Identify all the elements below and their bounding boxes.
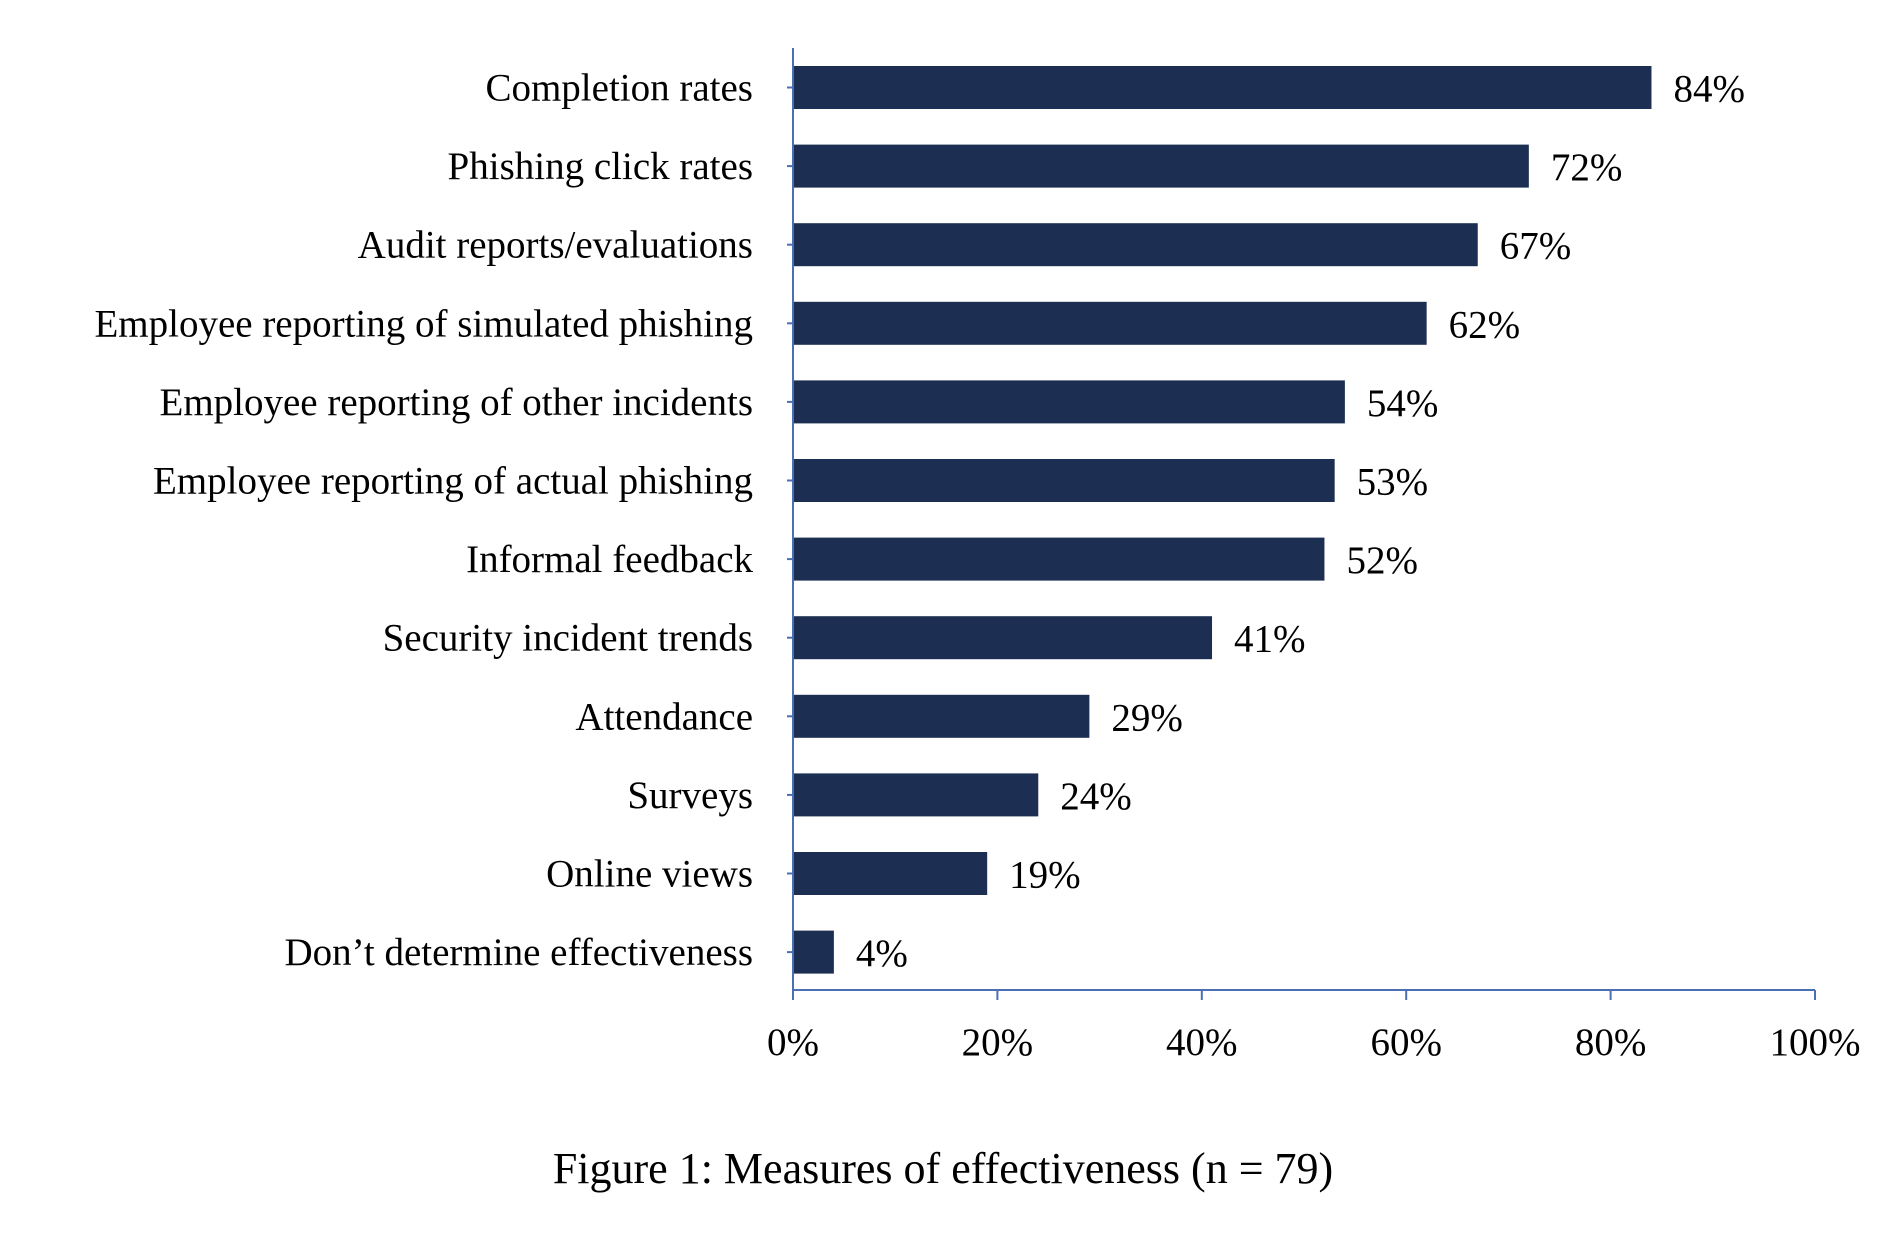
category-label: Employee reporting of other incidents bbox=[160, 381, 754, 424]
category-label: Attendance bbox=[575, 695, 753, 738]
category-label: Informal feedback bbox=[466, 538, 753, 581]
category-label: Don’t determine effectiveness bbox=[284, 931, 753, 974]
value-label: 52% bbox=[1346, 539, 1418, 582]
bars-group bbox=[793, 66, 1652, 974]
figure-caption: Figure 1: Measures of effectiveness (n =… bbox=[553, 1144, 1333, 1193]
bar-surveys bbox=[793, 773, 1039, 817]
x-tick-label: 60% bbox=[1370, 1021, 1442, 1064]
x-tick-label: 100% bbox=[1770, 1021, 1861, 1064]
x-tick-label: 20% bbox=[962, 1021, 1034, 1064]
bar-employee-reporting-of-simulated-phishing bbox=[793, 301, 1427, 345]
value-label: 29% bbox=[1111, 696, 1183, 739]
bar-security-incident-trends bbox=[793, 616, 1213, 660]
x-tick-label: 40% bbox=[1166, 1021, 1238, 1064]
bar-phishing-click-rates bbox=[793, 144, 1529, 188]
bar-attendance bbox=[793, 694, 1090, 738]
value-label: 67% bbox=[1500, 225, 1572, 268]
bar-employee-reporting-of-other-incidents bbox=[793, 380, 1345, 424]
bar-completion-rates bbox=[793, 66, 1652, 109]
bar-online-views bbox=[793, 852, 988, 895]
value-labels: 84% 72% 67% 62%54% 53% 52% 41% 29% 24% 19% 4% bbox=[856, 68, 1745, 976]
value-label: 54% bbox=[1367, 382, 1439, 425]
axes: 0% 20% 40% 60% 80% 100% bbox=[767, 48, 1861, 1064]
category-label: Surveys bbox=[627, 774, 753, 817]
bar-audit-reports-evaluations bbox=[793, 223, 1478, 267]
value-label: 41% bbox=[1234, 618, 1306, 661]
bar-employee-reporting-of-actual-phishing bbox=[793, 459, 1335, 502]
bar-informal-feedback bbox=[793, 537, 1325, 581]
value-label: 19% bbox=[1009, 854, 1080, 897]
value-label: 62% bbox=[1449, 303, 1521, 346]
value-label: 72% bbox=[1551, 146, 1623, 189]
value-label: 4% bbox=[856, 932, 908, 975]
category-label: Online views bbox=[546, 853, 753, 896]
category-labels: Completion rates Phishing click rates Audi… bbox=[94, 67, 753, 975]
x-tick-label: 0% bbox=[767, 1021, 819, 1064]
x-tick-label: 80% bbox=[1575, 1021, 1647, 1064]
category-label: Security incident trends bbox=[383, 617, 753, 660]
value-label: 84% bbox=[1673, 68, 1745, 111]
bar-don-t-determine-effectiveness bbox=[793, 930, 834, 974]
value-label: 53% bbox=[1357, 461, 1429, 504]
category-label: Phishing click rates bbox=[448, 145, 753, 188]
category-label: Completion rates bbox=[485, 67, 753, 110]
category-label: Employee reporting of simulated phishing bbox=[94, 302, 753, 345]
category-label: Employee reporting of actual phishing bbox=[153, 460, 753, 503]
value-label: 24% bbox=[1060, 775, 1132, 818]
category-label: Audit reports/evaluations bbox=[358, 224, 753, 267]
